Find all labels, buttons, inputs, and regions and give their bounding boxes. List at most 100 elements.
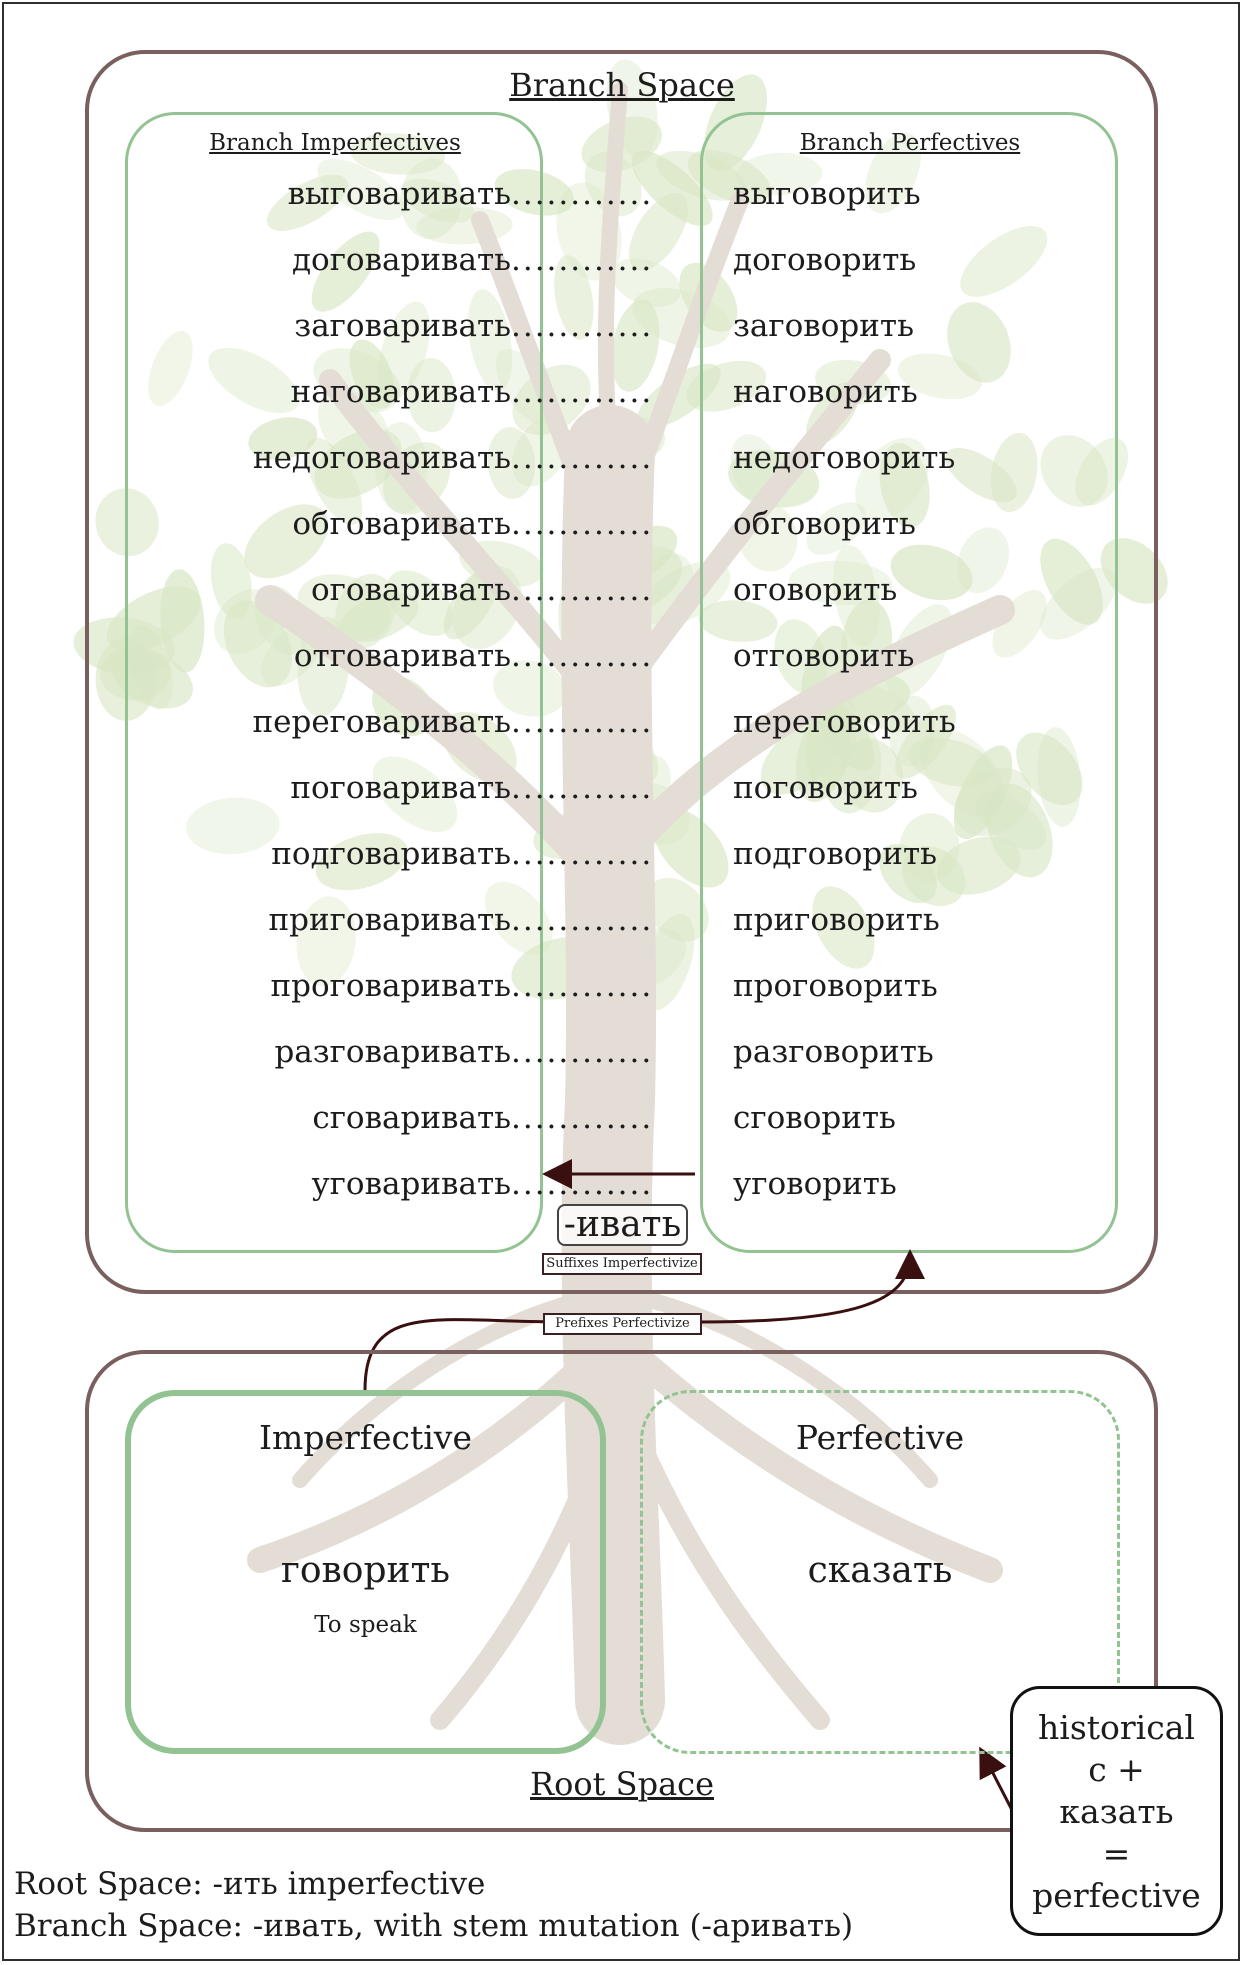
leaf-shape bbox=[99, 646, 171, 701]
perfective-root-box bbox=[640, 1390, 1120, 1754]
pair-connector-dots: ............ bbox=[511, 440, 654, 476]
leaf-shape bbox=[468, 289, 513, 392]
verb-pair-row: приговаривать............ приговорить bbox=[0, 902, 1244, 962]
pair-connector-dots: ............ bbox=[511, 1034, 654, 1070]
leaf-shape bbox=[855, 437, 929, 520]
leaf-shape bbox=[554, 255, 594, 340]
verb-pair-row: оговаривать............ оговорить bbox=[0, 572, 1244, 632]
leaf-shape bbox=[990, 432, 1038, 513]
leaf-shape bbox=[698, 600, 778, 642]
historical-note-box: historical с + казать = perfective bbox=[1010, 1686, 1223, 1936]
perfective-verb: заговорить bbox=[733, 308, 914, 344]
verb-pair-row: разговаривать............ разговорить bbox=[0, 1034, 1244, 1094]
leaf-shape bbox=[865, 132, 921, 214]
perfective-verb: договорить bbox=[733, 242, 917, 278]
note-line: = bbox=[1102, 1834, 1131, 1873]
pair-connector-dots: ............ bbox=[511, 176, 654, 212]
tree-trunk bbox=[247, 82, 1015, 1745]
branch-space-title: Branch Space bbox=[509, 66, 735, 104]
branch-imperfectives-title: Branch Imperfectives bbox=[209, 130, 461, 156]
leaf-shape bbox=[244, 504, 329, 579]
verb-pair-row: недоговаривать............ недоговорить bbox=[0, 440, 1244, 500]
leaf-shape bbox=[378, 301, 430, 401]
leaf-shape bbox=[208, 347, 300, 414]
leaf-shape bbox=[897, 353, 982, 400]
leaf-shape bbox=[407, 358, 456, 433]
perfective-verb: обговорить bbox=[733, 506, 916, 542]
imperfective-verb: разговаривать bbox=[274, 1034, 511, 1070]
leaf-shape bbox=[847, 685, 916, 733]
leaf-shape bbox=[1075, 437, 1129, 506]
leaf-shape bbox=[1040, 435, 1108, 507]
legend-root-space: Root Space: -ить imperfective bbox=[14, 1866, 486, 1902]
verb-pair-row: обговаривать............ обговорить bbox=[0, 506, 1244, 566]
verb-pair-row: заговаривать............ заговорить bbox=[0, 308, 1244, 368]
pair-connector-dots: ............ bbox=[511, 902, 654, 938]
pair-connector-dots: ............ bbox=[511, 770, 654, 806]
verb-pair-row: подговаривать............ подговорить bbox=[0, 836, 1244, 896]
leaf-shape bbox=[631, 150, 713, 226]
perfective-verb: отговорить bbox=[733, 638, 915, 674]
leaf-shape bbox=[992, 590, 1047, 658]
leaf-shape bbox=[487, 426, 535, 499]
leaf-shape bbox=[653, 808, 729, 888]
leaf-shape bbox=[349, 339, 395, 409]
perfective-verb: проговорить bbox=[733, 968, 938, 1004]
prefixes-perfectivize-label: Prefixes Perfectivize bbox=[543, 1313, 702, 1335]
leaf-shape bbox=[879, 443, 930, 528]
verb-pair-row: выговаривать............ выговорить bbox=[0, 176, 1244, 236]
branch-perfectives-title: Branch Perfectives bbox=[799, 130, 1021, 156]
perfective-verb: недоговорить bbox=[733, 440, 956, 476]
leaf-shape bbox=[186, 797, 280, 855]
imperfective-root-box bbox=[125, 1390, 606, 1754]
imperfective-verb: оговаривать bbox=[311, 572, 511, 608]
imperfective-verb: недоговаривать bbox=[252, 440, 511, 476]
pair-connector-dots: ............ bbox=[511, 374, 654, 410]
perfective-verb: наговорить bbox=[733, 374, 918, 410]
leaf-shape bbox=[266, 174, 348, 231]
imperfective-root-word: говорить bbox=[280, 1550, 451, 1591]
verb-pair-row: проговаривать............ проговорить bbox=[0, 968, 1244, 1028]
suffix-box: -ивать bbox=[557, 1204, 688, 1246]
leaf-shape bbox=[1016, 732, 1083, 805]
leaf-shape bbox=[645, 877, 709, 942]
perfective-verb: выговорить bbox=[733, 176, 921, 212]
perfective-verb: приговорить bbox=[733, 902, 940, 938]
note-line: с + bbox=[1088, 1750, 1145, 1789]
verb-pair-row: наговаривать............ наговорить bbox=[0, 374, 1244, 434]
leaf-shape bbox=[311, 231, 380, 312]
imperfective-heading: Imperfective bbox=[259, 1418, 472, 1457]
imperfective-verb: приговаривать bbox=[268, 902, 511, 938]
perfective-verb: переговорить bbox=[733, 704, 956, 740]
verb-pair-row: сговаривать............ сговорить bbox=[0, 1100, 1244, 1160]
leaf-shape bbox=[812, 886, 875, 969]
leaf-shape bbox=[296, 896, 356, 987]
pair-connector-dots: ............ bbox=[511, 242, 654, 278]
leaf-shape bbox=[611, 258, 682, 307]
leaf-shape bbox=[315, 833, 409, 891]
leaf-shape bbox=[400, 158, 463, 240]
leaf-shape bbox=[494, 168, 574, 216]
root-space-title: Root Space bbox=[530, 1765, 714, 1803]
perfective-verb: подговорить bbox=[733, 836, 937, 872]
pair-connector-dots: ............ bbox=[511, 1100, 654, 1136]
leaf-shape bbox=[1037, 727, 1081, 827]
perfective-verb: оговорить bbox=[733, 572, 898, 608]
leaf-shape bbox=[957, 527, 1009, 594]
leaf-shape bbox=[947, 302, 1011, 383]
leaf-shape bbox=[317, 158, 405, 221]
note-line: historical bbox=[1038, 1708, 1195, 1747]
pair-connector-dots: ............ bbox=[511, 572, 654, 608]
leaf-shape bbox=[493, 660, 567, 717]
leaf-shape bbox=[223, 600, 292, 688]
leaf-shape bbox=[401, 178, 475, 223]
pair-connector-dots: ............ bbox=[511, 506, 654, 542]
leaf-shape bbox=[1040, 538, 1103, 625]
imperfective-verb: переговаривать bbox=[252, 704, 511, 740]
note-line: perfective bbox=[1032, 1876, 1201, 1915]
leaf-shape bbox=[248, 417, 318, 460]
pair-connector-dots: ............ bbox=[511, 836, 654, 872]
leaf-shape bbox=[890, 544, 973, 601]
